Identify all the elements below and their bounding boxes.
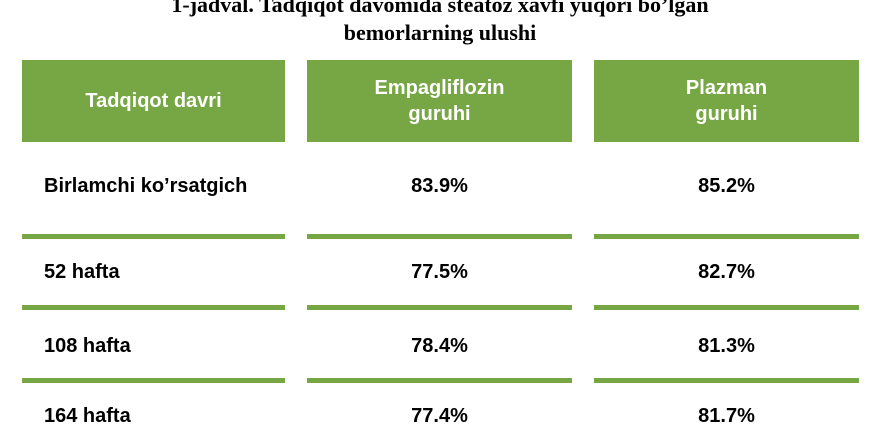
table-cell: 81.7% bbox=[698, 405, 755, 427]
row-separator bbox=[22, 378, 285, 383]
row-separator bbox=[307, 305, 572, 310]
table-cell: 82.7% bbox=[698, 261, 755, 283]
row-separator bbox=[22, 234, 285, 239]
table-cell: 77.4% bbox=[411, 405, 468, 427]
table-cell: 85.2% bbox=[698, 175, 755, 197]
table-cell: Birlamchi ko’rsatgich bbox=[44, 175, 248, 197]
header-cell: Plazman guruhi bbox=[594, 60, 859, 142]
title-line: 1-jadval. Tadqiqot davomida steatoz xavf… bbox=[171, 0, 709, 17]
table-cell: 77.5% bbox=[411, 261, 468, 283]
header-cell: Tadqiqot davri bbox=[22, 60, 285, 142]
table-cell: 164 hafta bbox=[44, 405, 131, 427]
row-separator bbox=[307, 234, 572, 239]
table-cell: 81.3% bbox=[698, 335, 755, 357]
row-separator bbox=[594, 378, 859, 383]
table-cell: 52 hafta bbox=[44, 261, 120, 283]
row-separator bbox=[594, 234, 859, 239]
table-cell: 108 hafta bbox=[44, 335, 131, 357]
row-separator bbox=[307, 378, 572, 383]
header-cell: Empagliflozin guruhi bbox=[307, 60, 572, 142]
row-separator bbox=[22, 305, 285, 310]
table-cell: 78.4% bbox=[411, 335, 468, 357]
title-line: bemorlarning ulushi bbox=[343, 20, 537, 45]
table-cell: 83.9% bbox=[411, 175, 468, 197]
row-separator bbox=[594, 305, 859, 310]
